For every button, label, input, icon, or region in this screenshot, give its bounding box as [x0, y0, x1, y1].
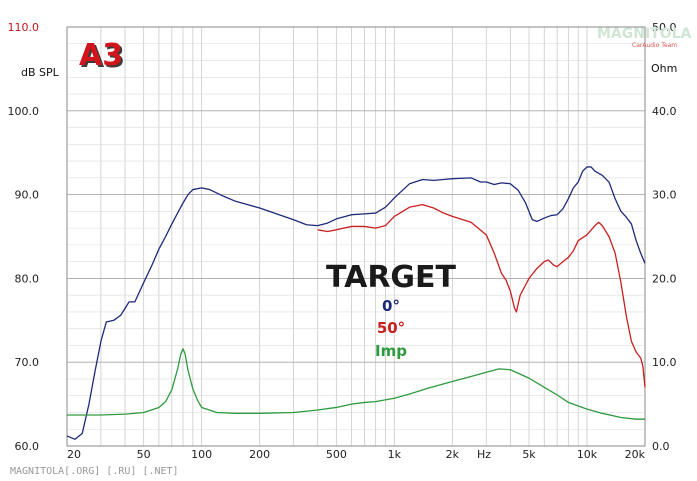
- x-axis-tick-label: 500: [326, 448, 347, 461]
- series-line-0deg: [66, 166, 646, 440]
- a3-badge-text: A3: [79, 38, 123, 73]
- right-axis-tick-label: 30.0: [652, 189, 677, 202]
- x-axis-tick-label: 1k: [388, 448, 402, 461]
- x-axis-tick-label: 20k: [625, 448, 646, 461]
- left-axis-tick-label: 90.0: [15, 189, 40, 202]
- magnitola-logo: MAGNITOLA CarAudio Team: [597, 26, 692, 49]
- x-axis-tick-label: 2k: [446, 448, 460, 461]
- x-axis-unit-label: Hz: [477, 448, 491, 461]
- x-axis-tick-label: 200: [249, 448, 270, 461]
- legend: TARGET 0° 50° Imp: [326, 260, 457, 360]
- x-axis-tick-label: 50: [137, 448, 151, 461]
- magnitola-logo-subtext: CarAudio Team: [632, 42, 677, 49]
- a3-badge-shadow: A3: [81, 40, 125, 75]
- left-axis-unit-label: dB SPL: [21, 66, 60, 79]
- x-axis-tick-label: 20: [67, 448, 81, 461]
- series-line-50deg: [317, 204, 646, 388]
- x-axis-tick-label: 5k: [522, 448, 536, 461]
- series-lines: [66, 166, 646, 440]
- right-axis-tick-label: 0.0: [652, 440, 670, 453]
- x-axis-tick-label: 10k: [577, 448, 598, 461]
- x-axis-tick-label: 100: [191, 448, 212, 461]
- left-axis-tick-label: 100.0: [8, 105, 40, 118]
- left-axis-tick-label: 80.0: [15, 272, 40, 285]
- left-axis-tick-label: 60.0: [15, 440, 40, 453]
- grid: [66, 26, 646, 447]
- right-axis-tick-label: 20.0: [652, 272, 677, 285]
- legend-item-0deg: 0°: [382, 297, 400, 315]
- legend-item-50deg: 50°: [377, 319, 405, 337]
- series-line-imp: [67, 348, 645, 420]
- footer-watermark: MAGNITOLA[.ORG] [.RU] [.NET]: [10, 466, 179, 477]
- left-axis-tick-label: 70.0: [15, 356, 40, 369]
- right-axis-tick-label: 10.0: [652, 356, 677, 369]
- right-axis-unit-label: Ohm: [651, 62, 677, 75]
- a3-badge-logo: A3 A3: [79, 38, 125, 75]
- legend-title: TARGET: [326, 260, 457, 295]
- right-axis-tick-label: 40.0: [652, 105, 677, 118]
- left-axis-tick-label: 110.0: [8, 21, 40, 34]
- axes: 60.0 70.0 80.0 90.0 100.0 110.0 0.0 10.0 20.0 30.…: [8, 21, 677, 461]
- right-axis-tick-label: 50.0: [652, 21, 677, 34]
- plot-frame: [66, 26, 646, 447]
- magnitola-logo-text: MAGNITOLA: [597, 26, 692, 42]
- legend-item-imp: Imp: [375, 342, 407, 360]
